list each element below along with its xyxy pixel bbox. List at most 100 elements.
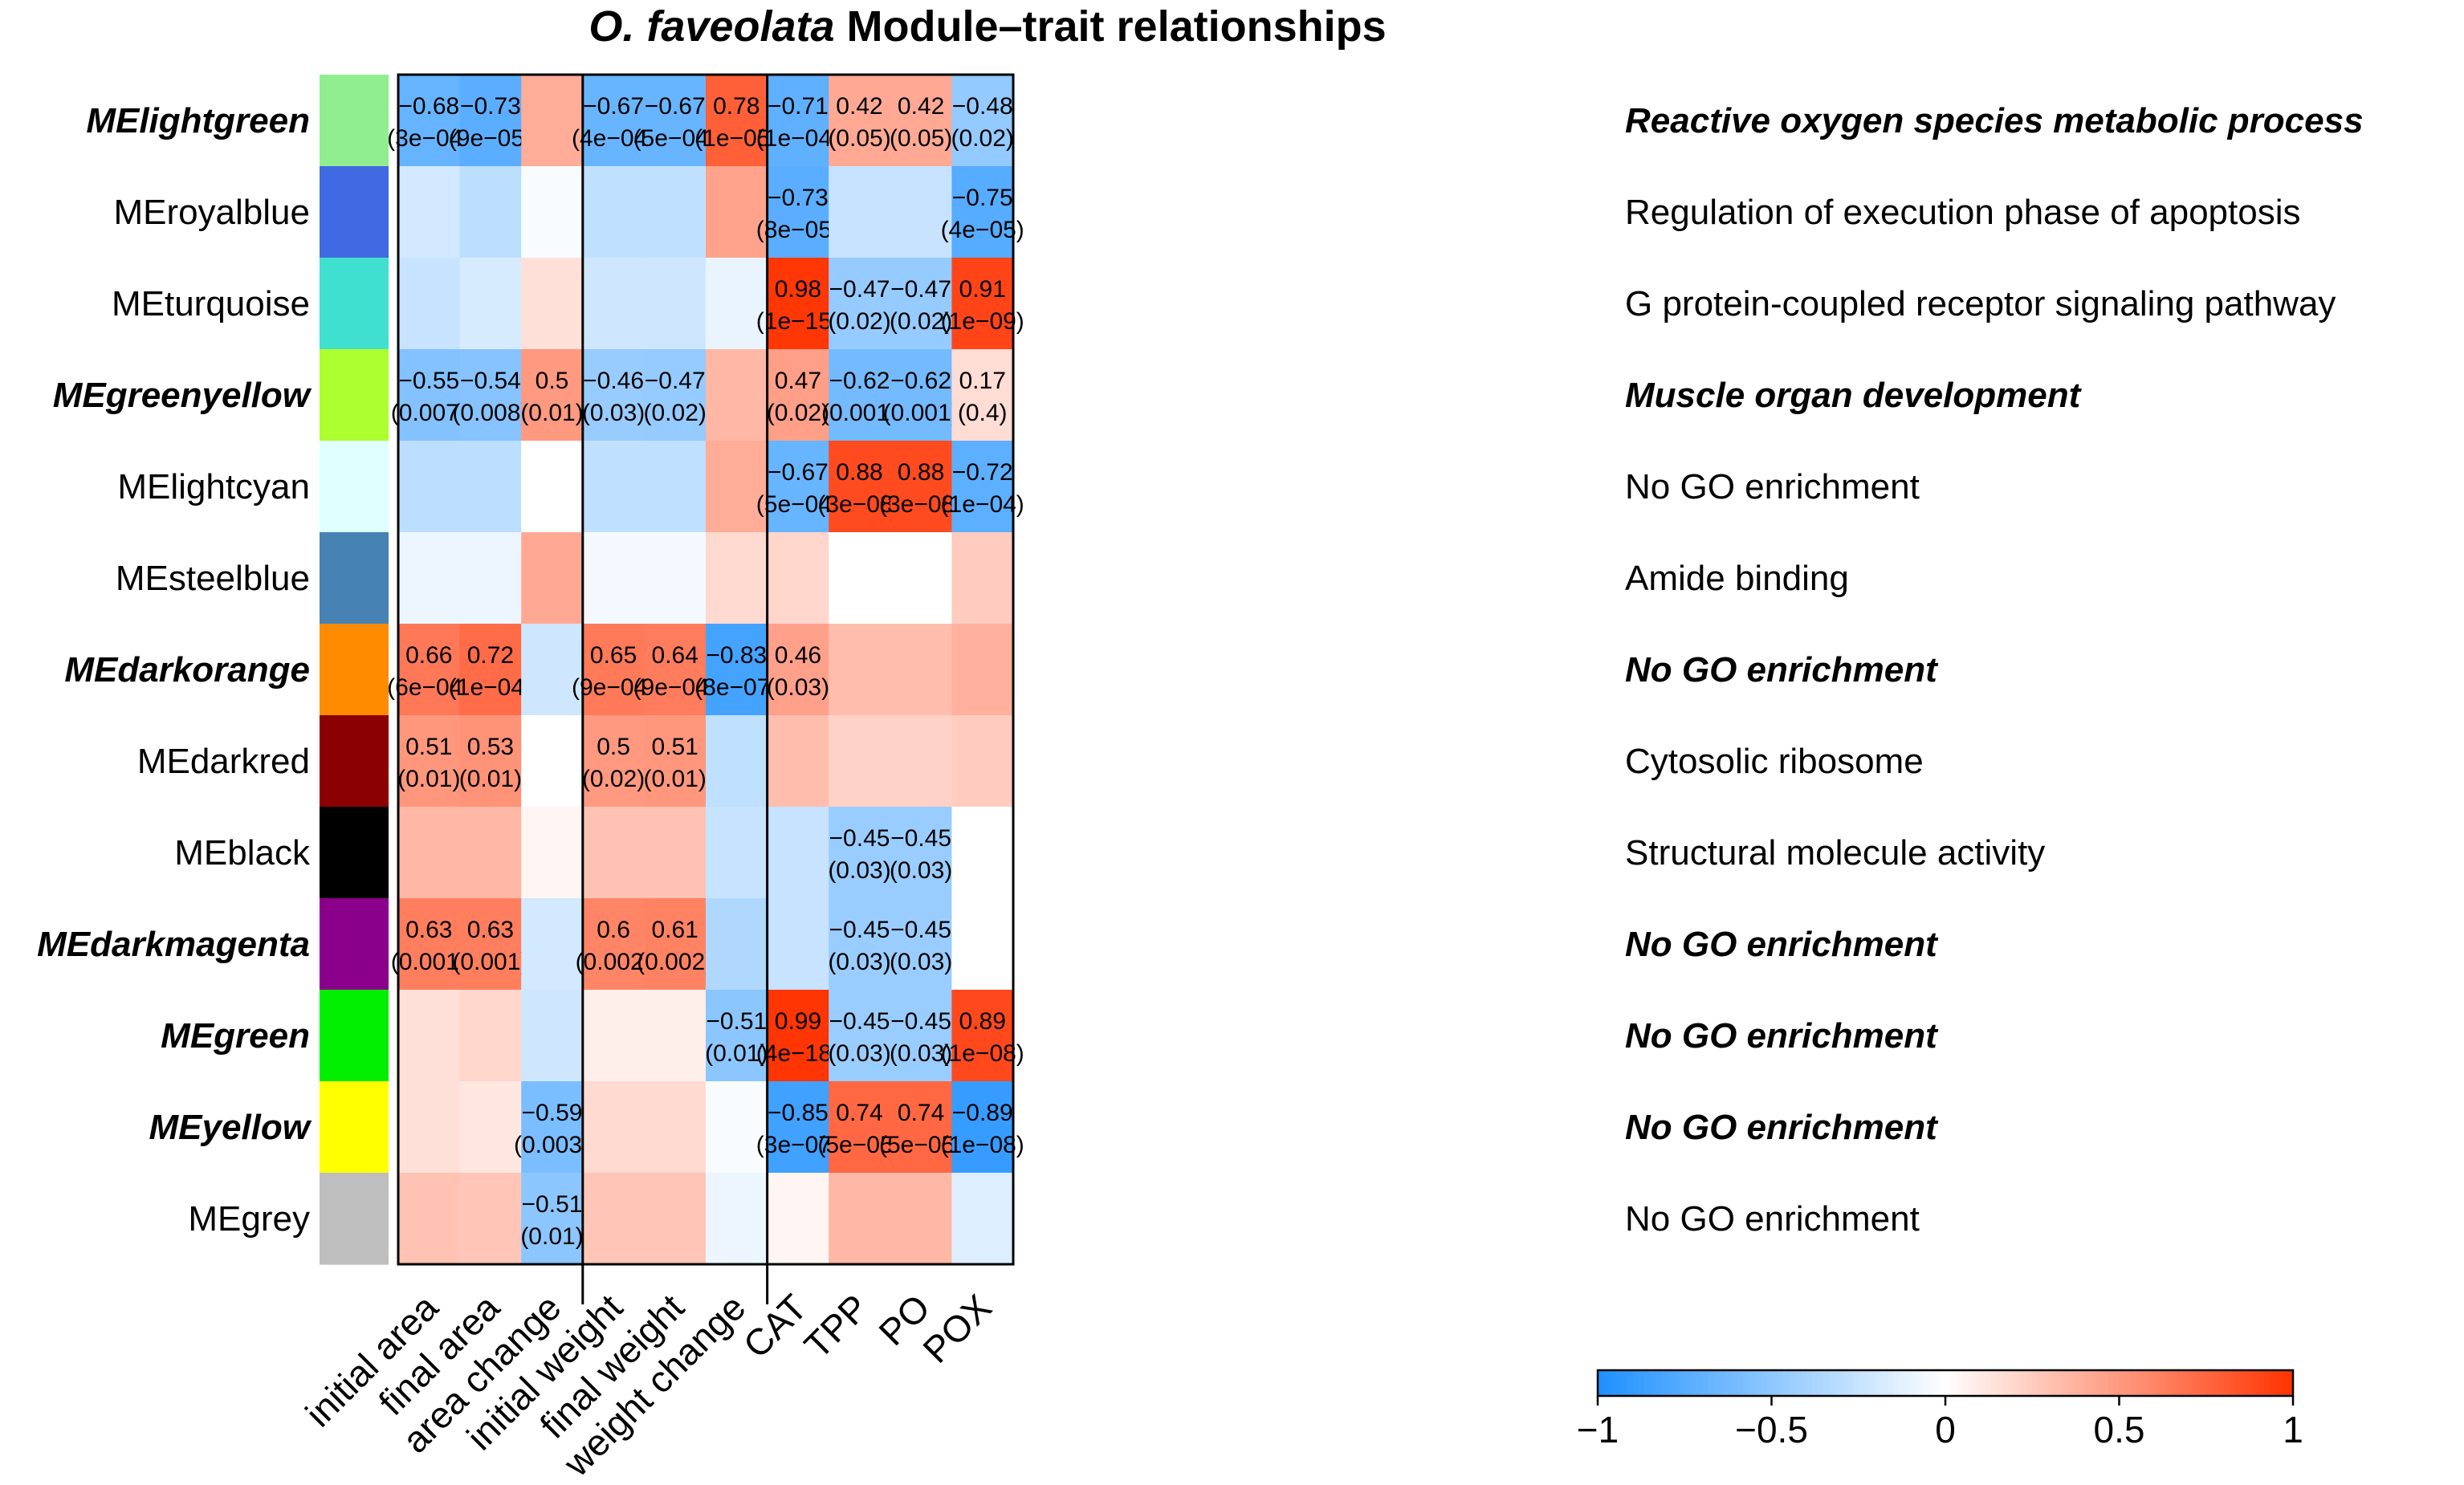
heatmap-cell [951,807,1014,899]
legend-gradient-step [1782,1370,1790,1396]
cell-correlation-label: 0.17 [959,368,1006,394]
heatmap-cell [644,898,707,991]
heatmap-cell [521,75,584,167]
legend-gradient-step [2095,1370,2103,1396]
heatmap-cell [706,532,768,625]
cell-pvalue-label: (1e−04) [756,125,840,152]
legend-gradient-step [2287,1370,2294,1396]
cell-correlation-label: −0.89 [952,1100,1013,1126]
legend-gradient-step [1841,1370,1848,1396]
go-term-label: No GO enrichment [1625,650,1939,690]
heatmap-cell [459,75,522,167]
cell-pvalue-label: (0.02) [890,308,952,335]
heatmap-cell [582,1173,645,1265]
cell-pvalue-label: (0.007) [391,400,467,426]
cell-pvalue-label: (0.03) [828,857,890,884]
go-term-label: Muscle organ development [1625,376,2083,415]
heatmap-cell [644,1173,707,1265]
cell-correlation-label: 0.74 [898,1100,944,1126]
module-color-swatch [320,898,389,991]
heatmap-cell [521,258,584,350]
heatmap-cell [459,258,522,350]
heatmap-cell [521,441,584,533]
heatmap-cell [398,715,461,808]
legend-gradient-step [1916,1370,1923,1396]
heatmap-cell [582,258,645,350]
cell-pvalue-label: (0.03) [890,949,952,975]
heatmap-cell [582,441,645,533]
cell-pvalue-label: (0.001) [452,949,528,975]
heatmap-cell [706,75,768,167]
cell-pvalue-label: (9e−05) [449,125,532,152]
module-color-swatch [320,1081,389,1174]
cell-correlation-label: 0.53 [467,734,514,760]
legend-gradient-step [2171,1370,2178,1396]
legend-gradient-step [1852,1370,1859,1396]
legend-gradient-step [1904,1370,1912,1396]
cell-correlation-label: −0.51 [706,1008,767,1035]
cell-pvalue-label: (0.01) [397,766,460,792]
heatmap-cell [706,441,768,533]
module-name-label: MElightcyan [117,467,310,507]
legend-gradient-step [2241,1370,2248,1396]
legend-gradient-step [1829,1370,1836,1396]
cell-correlation-label: −0.67 [583,93,644,120]
heatmap-cell [829,441,891,533]
cell-pvalue-label: (0.03) [767,674,829,701]
heatmap-cell [644,990,707,1082]
heatmap-cell [767,166,829,258]
cell-correlation-label: −0.85 [768,1100,829,1126]
legend-gradient-step [2136,1370,2144,1396]
cell-correlation-label: 0.51 [405,734,452,760]
module-color-swatch [320,441,389,533]
heatmap-cell [398,1173,461,1265]
heatmap-cell [398,624,461,716]
heatmap-cell [706,166,768,258]
heatmap-cell [767,1081,829,1174]
heatmap-cell [644,807,707,899]
heatmap-cell [890,75,952,167]
legend-gradient-step [2252,1370,2259,1396]
go-term-label: Amide binding [1625,559,1849,598]
cell-pvalue-label: (3e−04) [387,125,470,152]
heatmap-cell [829,990,891,1082]
heatmap-cell [829,1081,891,1174]
legend-gradient-step [1643,1370,1651,1396]
cell-pvalue-label: (0.001) [391,949,467,975]
legend-gradient-step [1881,1370,1888,1396]
cell-correlation-label: −0.45 [890,917,951,943]
legend-gradient-step [1794,1370,1802,1396]
heatmap-cell [398,898,461,991]
heatmap-cell [644,258,707,350]
heatmap-cell [890,166,952,258]
heatmap-cell [829,715,891,808]
legend-gradient-step [1922,1370,1929,1396]
cell-pvalue-label: (0.4) [958,400,1008,426]
heatmap-cell [582,166,645,258]
cell-pvalue-label: (0.01) [705,1040,768,1067]
legend-gradient-step [1812,1370,1819,1396]
heatmap-cell [582,349,645,441]
heatmap-cell [706,1173,768,1265]
heatmap-cell [829,807,891,899]
heatmap-cell [459,532,522,625]
title-species: O. faveolata [589,2,835,51]
heatmap-cell [459,624,522,716]
legend-gradient-step [2229,1370,2236,1396]
heatmap-cell [890,715,952,808]
heatmap-cell [829,75,891,167]
legend-gradient-step [1730,1370,1737,1396]
cell-pvalue-label: (0.03) [828,949,890,975]
cell-correlation-label: −0.54 [460,368,521,394]
legend-gradient-step [1766,1370,1773,1396]
cell-correlation-label: 0.5 [536,368,569,394]
heatmap-cell [767,807,829,899]
cell-pvalue-label: (0.02) [828,308,890,335]
module-color-swatch [320,715,389,808]
legend-gradient-step [2160,1370,2167,1396]
heatmap-cell [951,990,1014,1082]
cell-pvalue-label: (9e−04) [572,674,655,701]
heatmap-cell [890,898,952,991]
cell-correlation-label: −0.48 [952,93,1013,120]
